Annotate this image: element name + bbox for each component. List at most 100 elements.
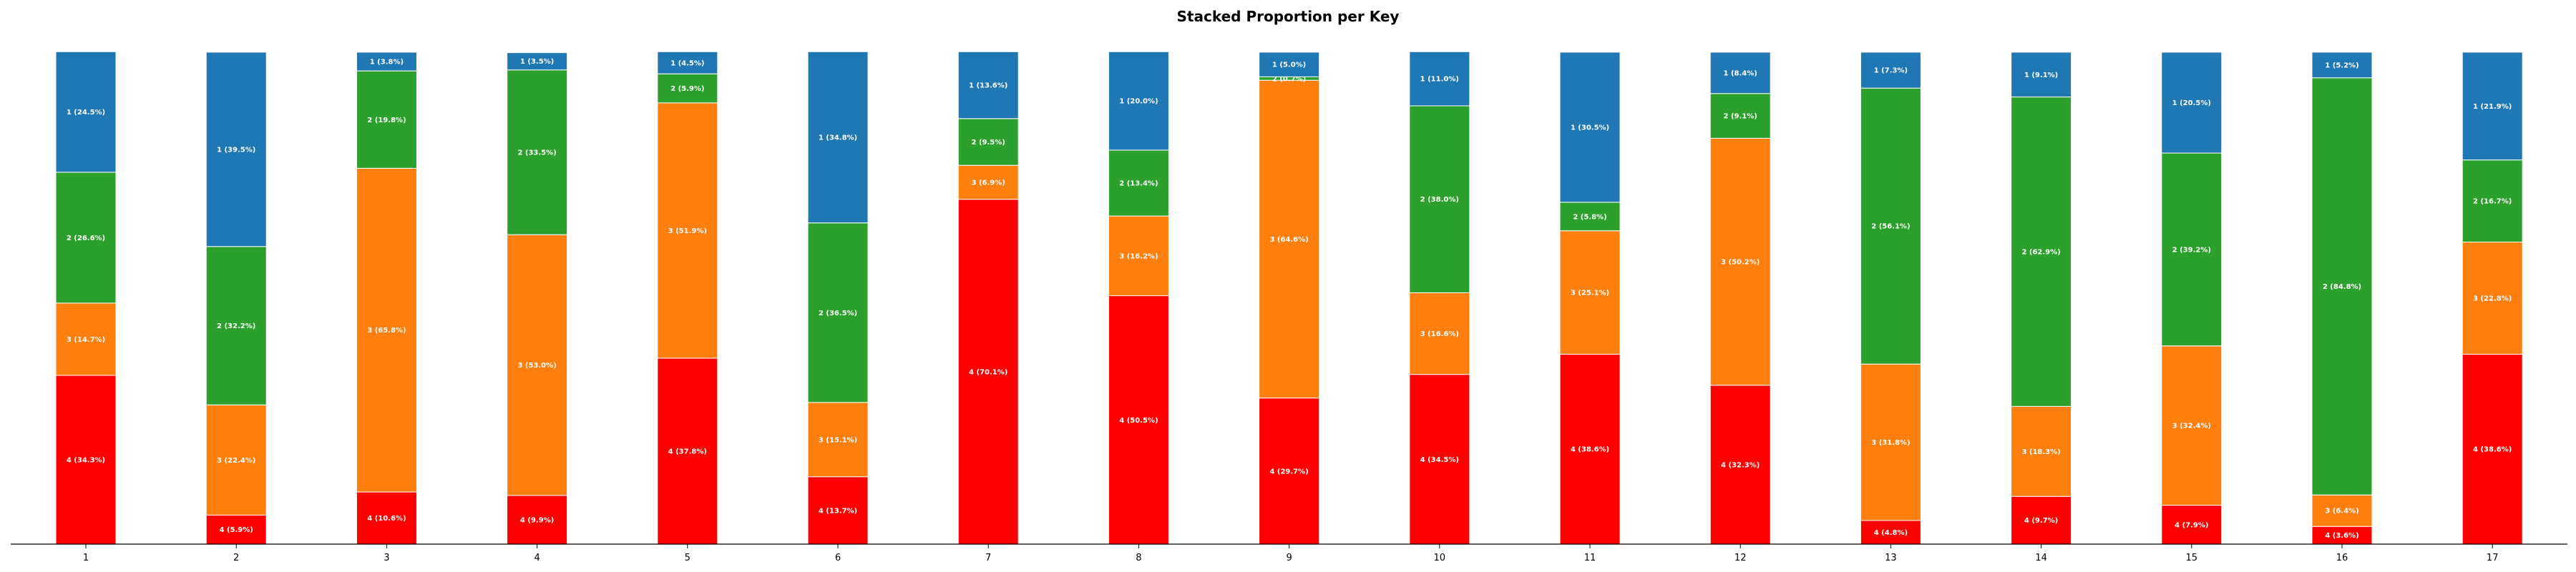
- bar-segment-key-1-series-4: [55, 375, 117, 545]
- segment-label-key-17-series-3: 3 (22.8%): [2473, 295, 2512, 303]
- bar-segment-key-9-series-4: [1259, 398, 1320, 545]
- segment-label-key-15-series-4: 4 (7.9%): [2175, 521, 2208, 529]
- bar-segment-key-17-series-4: [2462, 353, 2523, 545]
- x-tick-label-2: 2: [233, 553, 239, 563]
- segment-label-key-2-series-2: 2 (32.2%): [217, 322, 255, 330]
- segment-label-key-13-series-2: 2 (56.1%): [1871, 223, 1910, 231]
- x-tick-label-7: 7: [985, 553, 991, 563]
- bar-segment-key-11-series-1: [1559, 51, 1621, 203]
- segment-label-key-8-series-3: 3 (16.2%): [1119, 252, 1158, 260]
- segment-label-key-5-series-4: 4 (37.8%): [668, 448, 707, 455]
- bar-segment-key-12-series-3: [1709, 137, 1771, 386]
- bar-segment-key-12-series-1: [1709, 51, 1771, 94]
- segment-label-key-14-series-4: 4 (9.7%): [2024, 517, 2058, 525]
- bar-segment-key-6-series-1: [807, 51, 869, 224]
- segment-label-key-1-series-2: 2 (26.6%): [67, 235, 105, 242]
- segment-label-key-11-series-1: 1 (30.5%): [1571, 124, 1609, 132]
- bar-segment-key-14-series-2: [2011, 97, 2072, 407]
- x-tick-label-15: 15: [2186, 553, 2198, 563]
- bar-segment-key-15-series-3: [2161, 345, 2223, 506]
- segment-label-key-8-series-2: 2 (13.4%): [1119, 180, 1158, 188]
- x-tick-label-14: 14: [2035, 553, 2047, 563]
- segment-label-key-15-series-3: 3 (32.4%): [2172, 423, 2211, 430]
- bar-segment-key-4-series-4: [507, 495, 568, 545]
- segment-label-key-1-series-4: 4 (34.3%): [67, 457, 105, 465]
- segment-label-key-16-series-4: 4 (3.6%): [2325, 532, 2358, 540]
- bar-segment-key-7-series-1: [957, 51, 1019, 119]
- bar-segment-key-16-series-1: [2311, 51, 2373, 79]
- bar-segment-key-5-series-1: [657, 51, 718, 74]
- bar-segment-key-8-series-3: [1108, 215, 1169, 297]
- bar-segment-key-15-series-2: [2161, 152, 2223, 347]
- x-tick-label-17: 17: [2487, 553, 2499, 563]
- segment-label-key-8-series-1: 1 (20.0%): [1119, 98, 1158, 106]
- segment-label-key-15-series-2: 2 (39.2%): [2172, 246, 2211, 254]
- x-tick-label-3: 3: [384, 553, 389, 563]
- segment-label-key-1-series-1: 1 (24.5%): [67, 109, 105, 117]
- segment-label-key-6-series-3: 3 (15.1%): [819, 436, 857, 444]
- x-tick-label-9: 9: [1286, 553, 1292, 563]
- bar-segment-key-11-series-4: [1559, 353, 1621, 545]
- bar-segment-key-11-series-3: [1559, 230, 1621, 355]
- bar-segment-key-13-series-1: [1860, 51, 1921, 89]
- segment-label-key-6-series-2: 2 (36.5%): [819, 310, 857, 317]
- segment-label-key-4-series-1: 1 (3.5%): [520, 58, 554, 66]
- bar-segment-key-16-series-3: [2311, 494, 2373, 527]
- segment-label-key-17-series-2: 2 (16.7%): [2473, 198, 2512, 206]
- segment-label-key-13-series-3: 3 (31.8%): [1871, 439, 1910, 447]
- bar-segment-key-7-series-3: [957, 164, 1019, 200]
- segment-label-key-13-series-1: 1 (7.3%): [1874, 67, 1908, 75]
- segment-label-key-17-series-1: 1 (21.9%): [2473, 103, 2512, 111]
- segment-label-key-17-series-4: 4 (38.6%): [2473, 446, 2512, 454]
- bar-segment-key-5-series-2: [657, 73, 718, 104]
- segment-label-key-7-series-3: 3 (6.9%): [972, 179, 1005, 187]
- bar-segment-key-14-series-3: [2011, 405, 2072, 497]
- segment-label-key-12-series-3: 3 (50.2%): [1721, 259, 1760, 267]
- bar-segment-key-3-series-3: [356, 167, 417, 493]
- bar-segment-key-6-series-2: [807, 222, 869, 403]
- segment-label-key-9-series-1: 1 (5.0%): [1272, 61, 1306, 69]
- bar-segment-key-16-series-2: [2311, 77, 2373, 495]
- bar-segment-key-15-series-4: [2161, 505, 2223, 545]
- segment-label-key-16-series-1: 1 (5.2%): [2325, 61, 2358, 69]
- x-tick-label-11: 11: [1584, 553, 1596, 563]
- bar-segment-key-12-series-4: [1709, 385, 1771, 545]
- segment-label-key-7-series-1: 1 (13.6%): [969, 82, 1008, 90]
- segment-label-key-2-series-3: 3 (22.4%): [217, 457, 255, 465]
- bar-segment-key-14-series-1: [2011, 51, 2072, 98]
- segment-label-key-3-series-4: 4 (10.6%): [367, 515, 406, 523]
- bars-layer: 4 (34.3%) 3 (14.7%) 2 (26.6%) 1 (24.5%) 4 (5…: [55, 51, 2523, 545]
- x-tick-label-5: 5: [685, 553, 691, 563]
- bar-segment-key-13-series-2: [1860, 87, 1921, 365]
- segment-label-key-10-series-4: 4 (34.5%): [1420, 456, 1459, 464]
- segment-label-key-5-series-3: 3 (51.9%): [668, 227, 707, 235]
- bar-segment-key-9-series-3: [1259, 79, 1320, 399]
- bar-segment-key-5-series-3: [657, 102, 718, 359]
- segment-label-key-9-series-4: 4 (29.7%): [1269, 468, 1308, 475]
- segment-label-key-4-series-4: 4 (9.9%): [520, 516, 554, 524]
- bar-segment-key-9-series-1: [1259, 51, 1320, 77]
- segment-label-key-13-series-4: 4 (4.8%): [1874, 529, 1908, 537]
- segment-label-key-4-series-3: 3 (53.0%): [517, 362, 556, 370]
- bar-segment-key-10-series-2: [1409, 105, 1470, 293]
- bar-segment-key-12-series-2: [1709, 93, 1771, 139]
- segment-label-key-10-series-3: 3 (16.6%): [1420, 330, 1459, 338]
- bar-segment-key-2-series-1: [205, 51, 267, 247]
- bar-segment-key-1-series-1: [55, 51, 117, 173]
- segment-label-key-16-series-2: 2 (84.8%): [2323, 283, 2361, 291]
- segment-label-key-7-series-2: 2 (9.5%): [972, 139, 1005, 147]
- bar-segment-key-8-series-1: [1108, 51, 1169, 151]
- chart-title: Stacked Proportion per Key: [1177, 8, 1400, 25]
- segment-label-key-9-series-2: 2 (0.7%): [1272, 75, 1306, 83]
- x-tick-label-13: 13: [1885, 553, 1897, 563]
- segment-label-key-9-series-3: 3 (64.6%): [1269, 236, 1308, 244]
- bar-segment-key-10-series-1: [1409, 51, 1470, 107]
- segment-label-key-10-series-1: 1 (11.0%): [1420, 76, 1459, 84]
- bar-segment-key-3-series-2: [356, 70, 417, 169]
- x-tick-label-8: 8: [1136, 553, 1141, 563]
- bar-segment-key-4-series-1: [507, 52, 568, 71]
- segment-label-key-1-series-3: 3 (14.7%): [67, 336, 105, 344]
- segment-label-key-11-series-3: 3 (25.1%): [1571, 290, 1609, 297]
- bar-segment-key-3-series-1: [356, 51, 417, 72]
- bar-segment-key-5-series-4: [657, 358, 718, 545]
